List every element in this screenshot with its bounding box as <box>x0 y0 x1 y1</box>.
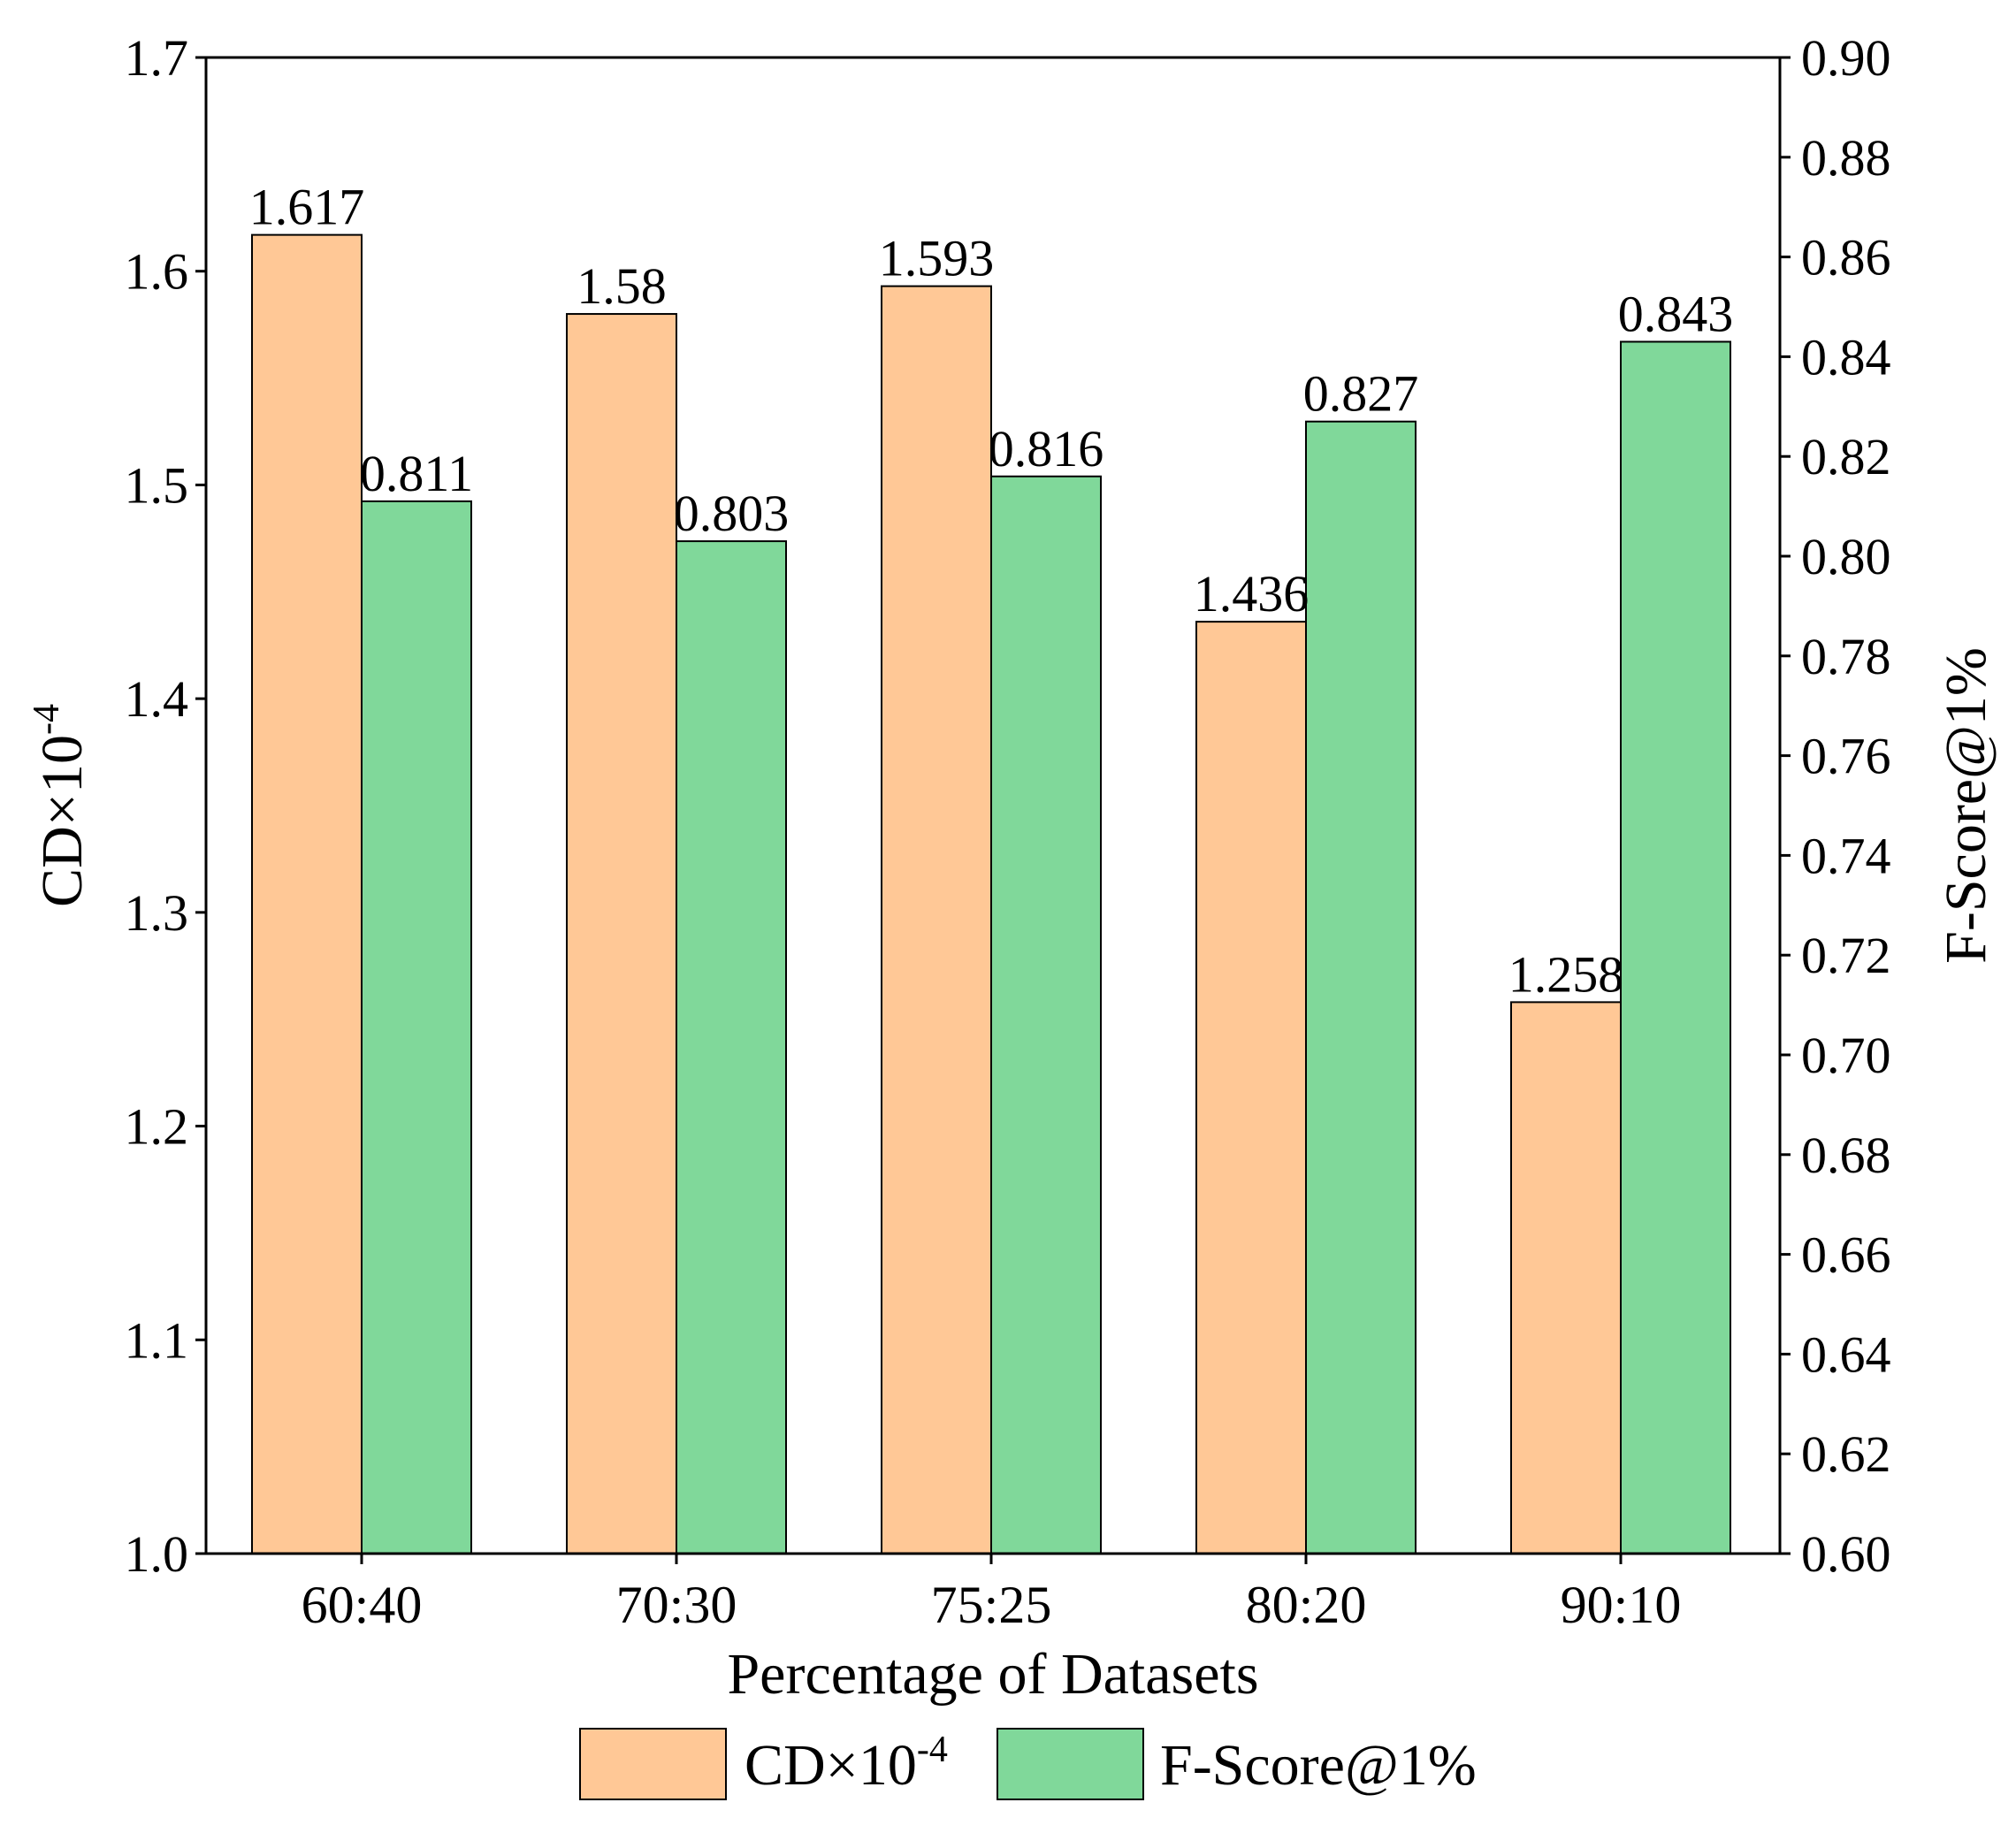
x-tick-label-75-25: 75:25 <box>931 1576 1052 1634</box>
x-tick-label-90-10: 90:10 <box>1561 1576 1682 1634</box>
legend-swatch-cd <box>579 1728 727 1800</box>
y-tick-label: 1.1 <box>125 1311 189 1369</box>
data-label-fscore-75-25: 0.816 <box>989 420 1104 477</box>
legend: CD×10-4 F-Score@1% <box>579 1728 1477 1800</box>
y2-tick-label: 0.88 <box>1801 129 1891 187</box>
data-label-cd-70-30: 1.58 <box>577 257 667 315</box>
bar-cd-70-30[interactable] <box>566 313 677 1554</box>
data-label-cd-75-25: 1.593 <box>879 230 995 287</box>
y2-axis-title: F-Score@1% <box>1934 647 1998 964</box>
y-tick-label: 1.3 <box>125 884 189 942</box>
y2-tick-label: 0.72 <box>1801 927 1891 984</box>
data-label-fscore-70-30: 0.803 <box>674 485 790 542</box>
data-label-fscore-80-20: 0.827 <box>1303 365 1419 423</box>
y-tick-label: 1.7 <box>125 29 189 87</box>
data-label-cd-80-20: 1.436 <box>1194 565 1310 622</box>
y2-tick-label: 0.86 <box>1801 229 1891 286</box>
legend-label-cd: CD×10-4 <box>745 1730 948 1798</box>
y2-tick-label: 0.62 <box>1801 1425 1891 1483</box>
labels-layer: 1.617 1.58 1.593 1.436 1.258 0.811 0.803 0.816 0… <box>27 29 1998 1707</box>
y2-tick-label: 0.78 <box>1801 628 1891 685</box>
y-axis-title: CD×10-4 <box>27 704 95 907</box>
bars-layer <box>251 233 1731 1555</box>
bar-cd-80-20[interactable] <box>1195 621 1307 1554</box>
data-label-fscore-90-10: 0.843 <box>1618 285 1734 342</box>
bar-cd-60-40[interactable] <box>251 233 363 1555</box>
x-axis-title: Percentage of Datasets <box>727 1642 1258 1707</box>
bar-fscore-80-20[interactable] <box>1305 420 1417 1555</box>
axes-layer <box>195 56 1791 1564</box>
data-label-cd-90-10: 1.258 <box>1508 945 1624 1003</box>
bar-fscore-75-25[interactable] <box>990 475 1102 1554</box>
y2-tick-label: 0.60 <box>1801 1525 1891 1583</box>
y-tick-label: 1.4 <box>125 670 189 728</box>
y2-tick-label: 0.66 <box>1801 1226 1891 1284</box>
x-tick-label-70-30: 70:30 <box>616 1576 737 1634</box>
bar-fscore-70-30[interactable] <box>676 540 787 1555</box>
x-tick-label-80-20: 80:20 <box>1246 1576 1367 1634</box>
legend-label-fscore: F-Score@1% <box>1160 1733 1477 1798</box>
bar-cd-75-25[interactable] <box>881 285 992 1554</box>
y-tick-label: 1.2 <box>125 1098 189 1156</box>
y-tick-label: 1.6 <box>125 243 189 301</box>
y2-tick-label: 0.90 <box>1801 29 1891 87</box>
x-tick-label-60-40: 60:40 <box>302 1576 423 1634</box>
bar-fscore-90-10[interactable] <box>1620 340 1731 1555</box>
y2-tick-label: 0.84 <box>1801 328 1891 386</box>
data-label-fscore-60-40: 0.811 <box>360 445 473 502</box>
data-label-cd-60-40: 1.617 <box>249 179 365 236</box>
y2-tick-label: 0.70 <box>1801 1027 1891 1084</box>
legend-swatch-fscore <box>997 1728 1144 1800</box>
y2-tick-label: 0.80 <box>1801 528 1891 585</box>
bar-fscore-60-40[interactable] <box>361 500 472 1555</box>
plot-frame <box>204 56 1782 1555</box>
y2-tick-label: 0.82 <box>1801 428 1891 485</box>
y2-tick-label: 0.74 <box>1801 827 1891 884</box>
y2-tick-label: 0.64 <box>1801 1325 1891 1383</box>
bar-cd-90-10[interactable] <box>1510 1001 1622 1555</box>
y2-tick-label: 0.76 <box>1801 728 1891 785</box>
y-tick-label: 1.5 <box>125 456 189 514</box>
y-tick-label: 1.0 <box>125 1525 189 1583</box>
y2-tick-label: 0.68 <box>1801 1127 1891 1184</box>
